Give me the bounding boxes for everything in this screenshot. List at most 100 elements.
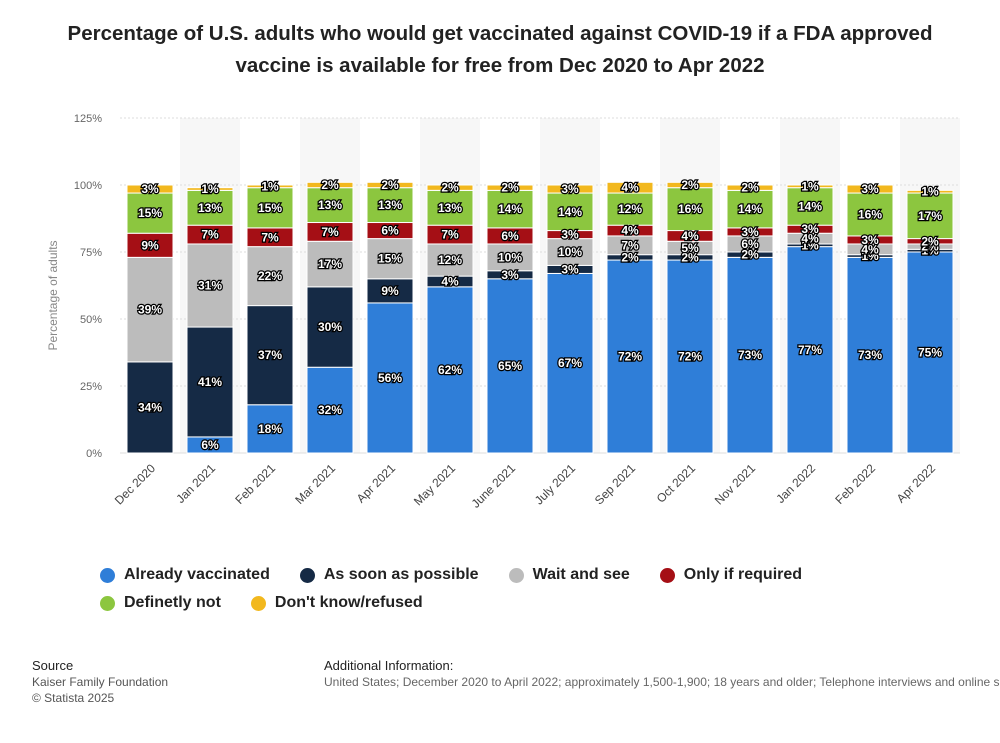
- legend-dot-icon: [508, 567, 524, 583]
- bar-segment[interactable]: [126, 361, 174, 454]
- x-tick-label: Oct 2021: [654, 461, 699, 506]
- data-label: 14%: [738, 202, 762, 216]
- bar-segment[interactable]: [546, 184, 594, 194]
- data-label: 1%: [861, 249, 879, 263]
- data-label: 1%: [921, 185, 939, 199]
- x-tick-label: Dec 2020: [112, 461, 158, 507]
- data-label: 9%: [141, 238, 159, 252]
- bar-segment[interactable]: [786, 246, 834, 454]
- bar-segment[interactable]: [306, 286, 354, 368]
- bar-segment[interactable]: [726, 189, 774, 229]
- bar-segment[interactable]: [486, 189, 534, 229]
- data-label: 72%: [678, 350, 702, 364]
- bar-segment[interactable]: [366, 278, 414, 304]
- bar-segment[interactable]: [846, 184, 894, 194]
- legend-item[interactable]: Already vaccinated: [100, 566, 270, 584]
- data-label: 6%: [201, 438, 219, 452]
- additional-info-heading: Additional Information:: [324, 658, 454, 673]
- data-label: 4%: [801, 232, 819, 246]
- bar-segment[interactable]: [186, 243, 234, 328]
- bar-segment[interactable]: [306, 181, 354, 189]
- data-label: 15%: [378, 252, 402, 266]
- bar-segment[interactable]: [486, 278, 534, 454]
- bar-segment[interactable]: [186, 189, 234, 226]
- bar-segment[interactable]: [246, 246, 294, 307]
- data-label: 22%: [258, 269, 282, 283]
- bar-segment[interactable]: [126, 192, 174, 234]
- bar-segment[interactable]: [426, 184, 474, 191]
- data-label: 56%: [378, 371, 402, 385]
- data-label: 31%: [198, 279, 222, 293]
- bar-segment[interactable]: [246, 187, 294, 229]
- data-label: 1%: [921, 244, 939, 258]
- data-label: 2%: [741, 248, 759, 262]
- bar-segment[interactable]: [366, 238, 414, 280]
- bar-segment[interactable]: [246, 184, 294, 189]
- stacked-bar-chart: 0% 25% 50% 75% 100% 125% Percentage of adults D…: [46, 113, 960, 511]
- data-label: 10%: [498, 250, 522, 264]
- bar-segment[interactable]: [786, 187, 834, 226]
- legend-label: Definetly not: [124, 594, 221, 611]
- legend-label: Only if required: [683, 566, 803, 583]
- legend-item[interactable]: Don't know/refused: [250, 594, 423, 612]
- data-label: 17%: [318, 257, 342, 271]
- data-label: 10%: [558, 245, 582, 259]
- bar-segment[interactable]: [426, 243, 474, 277]
- bar-segment[interactable]: [366, 181, 414, 189]
- data-label: 62%: [438, 363, 462, 377]
- data-label: 2%: [681, 250, 699, 264]
- data-label: 1%: [801, 238, 819, 252]
- data-label: 3%: [861, 233, 879, 247]
- bar-segment[interactable]: [906, 192, 954, 240]
- bar-segment[interactable]: [426, 286, 474, 454]
- bar-segment[interactable]: [666, 187, 714, 232]
- bar-segment[interactable]: [666, 181, 714, 189]
- bar-segment[interactable]: [726, 256, 774, 454]
- bar-segment[interactable]: [366, 302, 414, 454]
- bar-segment[interactable]: [186, 187, 234, 191]
- bar-segment[interactable]: [726, 184, 774, 191]
- legend-item[interactable]: Wait and see: [508, 566, 630, 584]
- bar-segment[interactable]: [546, 272, 594, 454]
- bar-segment[interactable]: [606, 192, 654, 226]
- data-label: 6%: [501, 229, 519, 243]
- bar-segment[interactable]: [306, 366, 354, 454]
- bar-segment[interactable]: [606, 259, 654, 454]
- data-label: 7%: [201, 228, 219, 242]
- y-tick-label: 0%: [86, 448, 102, 460]
- bar-segment[interactable]: [486, 184, 534, 191]
- legend-item[interactable]: Only if required: [659, 566, 803, 584]
- bar-segment[interactable]: [906, 189, 954, 194]
- bar-segment[interactable]: [246, 305, 294, 406]
- bar-segment[interactable]: [606, 181, 654, 194]
- bar-segment[interactable]: [846, 192, 894, 237]
- data-label: 4%: [621, 224, 639, 238]
- bar-segment[interactable]: [546, 192, 594, 232]
- bar-segment[interactable]: [126, 184, 174, 194]
- legend-item[interactable]: As soon as possible: [299, 566, 479, 584]
- x-tick-label: July 2021: [532, 461, 578, 507]
- legend-dot-icon: [299, 567, 315, 583]
- data-label: 15%: [258, 201, 282, 215]
- data-label: 7%: [261, 230, 279, 244]
- source-name[interactable]: Kaiser Family Foundation: [32, 675, 169, 689]
- data-label: 75%: [918, 346, 942, 360]
- legend-label: Wait and see: [532, 566, 630, 583]
- x-tick-label: Feb 2021: [232, 461, 278, 507]
- data-label: 6%: [381, 224, 399, 238]
- data-label: 4%: [861, 242, 879, 256]
- bar-segment[interactable]: [126, 232, 174, 258]
- source-heading: Source: [32, 658, 74, 673]
- data-label: 73%: [858, 348, 882, 362]
- bar-segment[interactable]: [906, 251, 954, 454]
- data-label: 13%: [438, 201, 462, 215]
- legend-dot-icon: [250, 595, 266, 611]
- legend-item[interactable]: Definetly not: [100, 594, 221, 612]
- bar-segment[interactable]: [246, 404, 294, 454]
- bar-segment[interactable]: [846, 256, 894, 454]
- bar-segment[interactable]: [786, 184, 834, 189]
- data-label: 9%: [381, 284, 399, 298]
- source-block: Source Kaiser Family Foundation © Statis…: [32, 658, 168, 706]
- x-tick-label: Mar 2021: [292, 461, 338, 507]
- bar-segment[interactable]: [126, 256, 174, 363]
